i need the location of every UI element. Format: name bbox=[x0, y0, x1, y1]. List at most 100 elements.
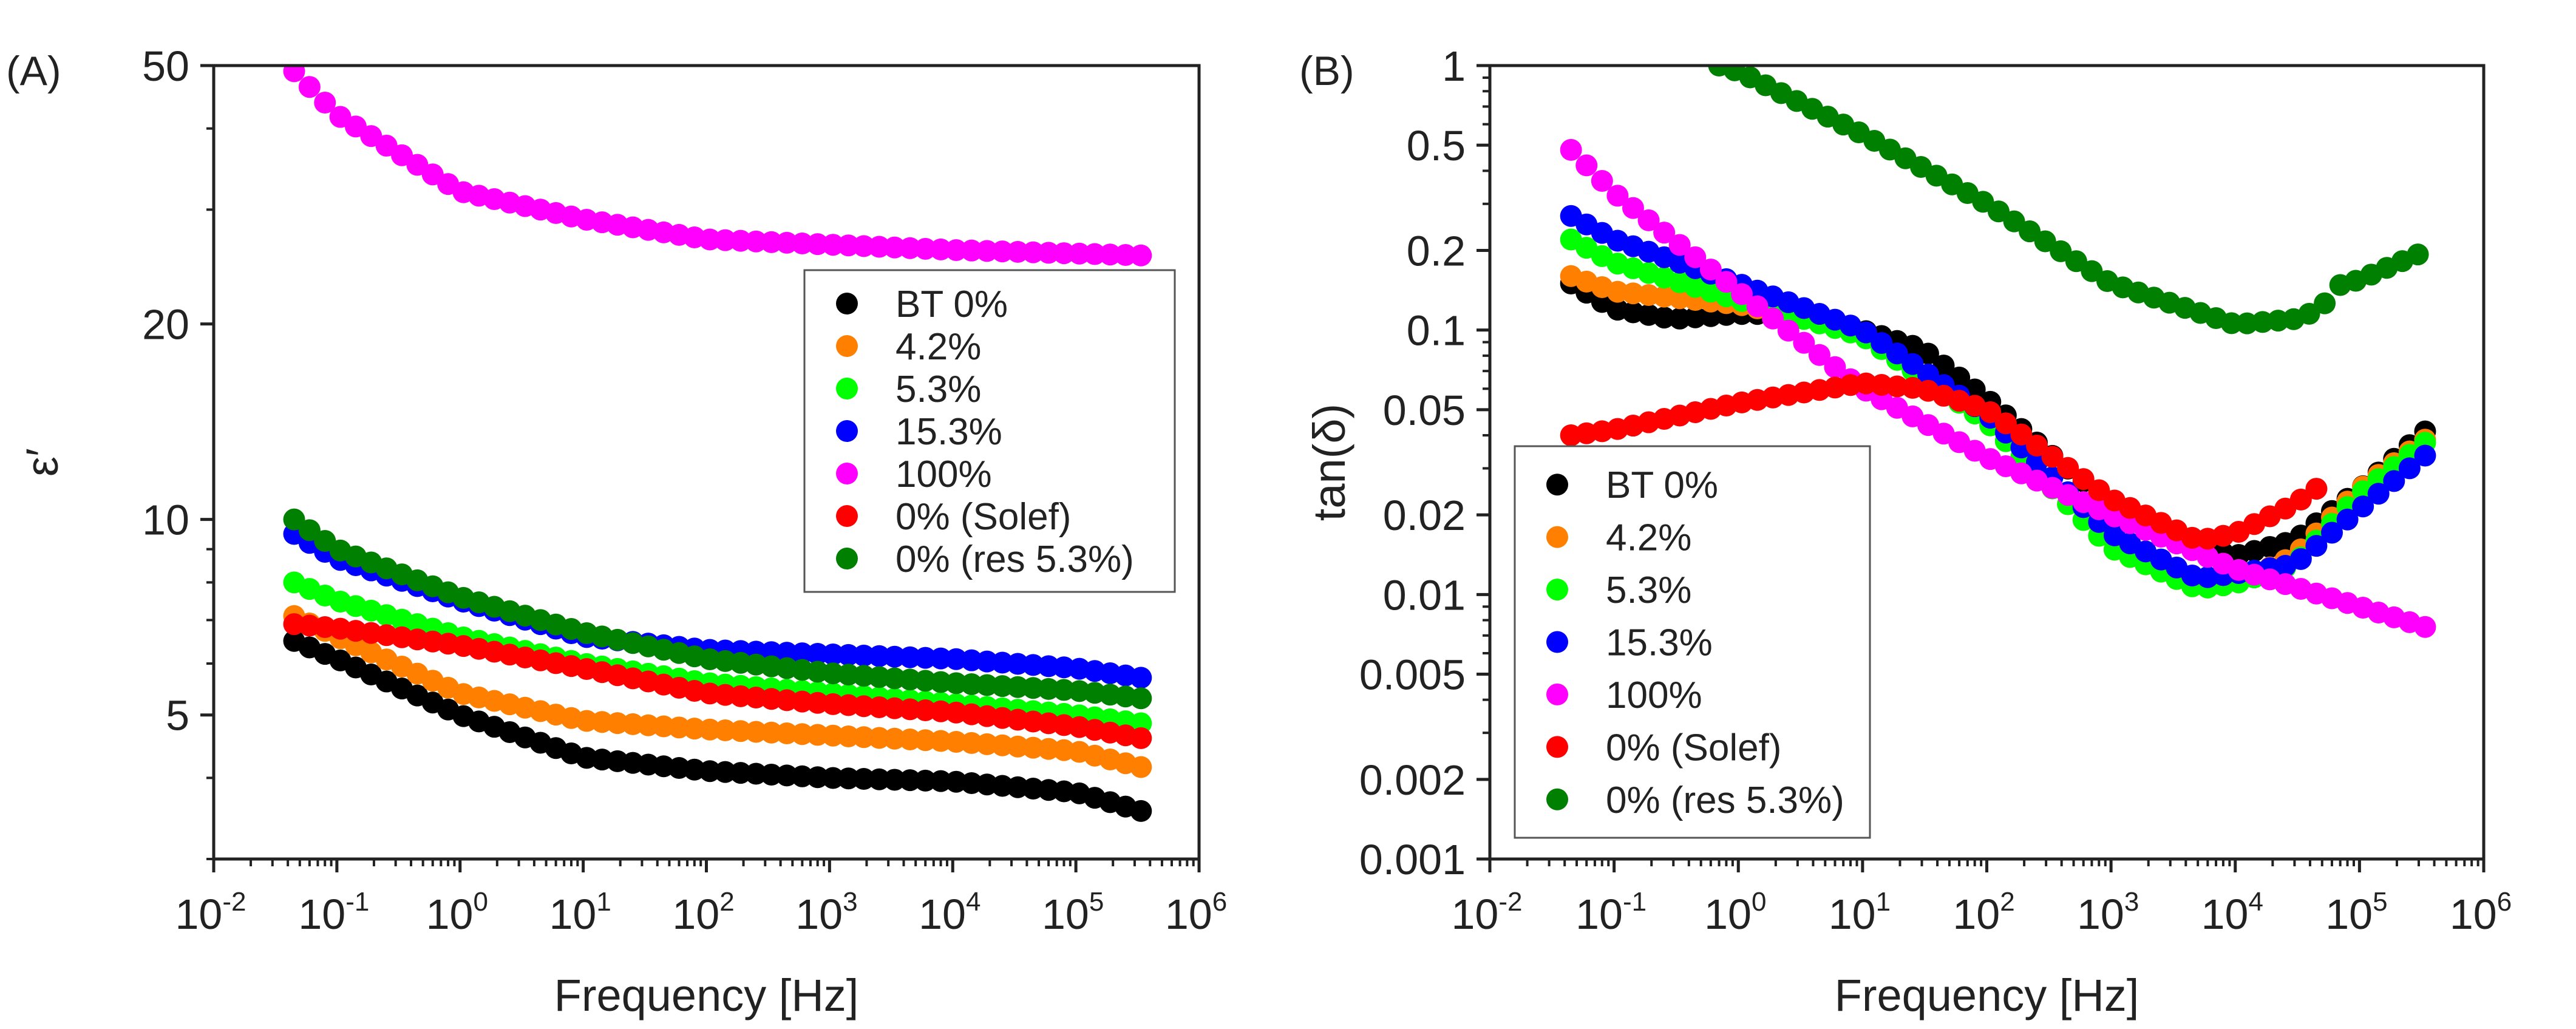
data-point bbox=[806, 233, 829, 256]
data-point bbox=[283, 508, 305, 531]
data-point bbox=[914, 647, 937, 669]
data-point bbox=[1637, 209, 1660, 231]
data-point bbox=[2320, 521, 2343, 544]
data-point bbox=[2298, 302, 2320, 325]
data-point bbox=[2019, 220, 2041, 243]
data-point bbox=[791, 765, 814, 787]
data-point bbox=[729, 720, 752, 742]
data-point bbox=[1022, 241, 1044, 263]
data-point bbox=[2065, 250, 2087, 273]
legend-label: 0% (res 5.3%) bbox=[1606, 779, 1844, 821]
x-tick-label: 10-1 bbox=[298, 887, 369, 938]
data-point bbox=[806, 643, 829, 665]
data-point bbox=[883, 727, 906, 750]
data-point bbox=[1979, 401, 2002, 423]
legend-label: 0% (Solef) bbox=[1606, 727, 1781, 769]
legend-box bbox=[1514, 445, 1871, 839]
y-tick-label: 0.002 bbox=[1359, 756, 1466, 804]
data-point bbox=[2181, 526, 2203, 549]
data-point bbox=[2026, 435, 2048, 457]
y-tick-label: 0.1 bbox=[1407, 307, 1466, 355]
panel-b-loss-tangent-chart: (B) 10-2 10-1 100 101 102 103 104 105 106 1 0.5 0.2… bbox=[1299, 42, 2512, 1021]
data-point bbox=[1130, 244, 1152, 267]
data-point bbox=[1591, 169, 1613, 192]
data-point bbox=[2050, 240, 2072, 262]
data-point bbox=[2220, 312, 2243, 335]
data-point bbox=[760, 763, 783, 786]
legend-marker bbox=[1546, 736, 1568, 758]
data-point bbox=[1068, 242, 1090, 265]
data-point bbox=[745, 230, 767, 253]
data-point bbox=[1053, 242, 1075, 265]
panel-a-permittivity-chart: (A) 10-2 10-1 100 101 102 103 104 105 1065020105… bbox=[6, 42, 1227, 1021]
data-point bbox=[1653, 307, 1676, 329]
x-tick-label: 105 bbox=[1042, 887, 1104, 938]
data-point bbox=[837, 725, 860, 747]
data-point bbox=[1606, 185, 1629, 207]
legend-marker bbox=[836, 463, 858, 484]
data-point bbox=[1917, 342, 1939, 365]
legend-marker bbox=[836, 548, 858, 569]
x-tick-label: 100 bbox=[1704, 887, 1766, 938]
data-point bbox=[852, 767, 875, 790]
legend-marker bbox=[1546, 579, 1568, 601]
data-point bbox=[1824, 356, 1846, 378]
panel-a-label: (A) bbox=[6, 48, 61, 94]
data-point bbox=[2057, 457, 2079, 479]
y-tick-label: 0.05 bbox=[1383, 387, 1466, 434]
data-point bbox=[745, 762, 767, 785]
data-point bbox=[760, 721, 783, 744]
series-6 bbox=[283, 508, 1152, 710]
data-point bbox=[899, 769, 921, 792]
series-6 bbox=[1708, 66, 2429, 335]
data-point bbox=[1130, 727, 1152, 749]
data-point bbox=[729, 229, 752, 252]
legend-label: 5.3% bbox=[1606, 569, 1691, 611]
data-point bbox=[714, 719, 736, 742]
data-point bbox=[899, 728, 921, 751]
data-point bbox=[2414, 616, 2436, 638]
legend-label: BT 0% bbox=[1606, 464, 1718, 506]
y-tick-label: 50 bbox=[142, 42, 189, 90]
y-tick-label: 0.2 bbox=[1407, 228, 1466, 275]
panel-b-label: (B) bbox=[1299, 48, 1354, 94]
legend-label: 4.2% bbox=[1606, 517, 1691, 559]
data-point bbox=[2398, 457, 2421, 480]
x-tick-label: 104 bbox=[2201, 887, 2263, 938]
legend-marker bbox=[836, 293, 858, 314]
x-tick-label: 106 bbox=[1165, 887, 1227, 938]
data-point bbox=[791, 233, 814, 255]
data-point bbox=[1130, 756, 1152, 778]
data-point bbox=[2352, 495, 2374, 518]
data-point bbox=[1886, 342, 1908, 365]
data-point bbox=[1808, 344, 1830, 366]
series-0 bbox=[283, 630, 1152, 822]
data-point bbox=[699, 228, 721, 251]
x-tick-label: 100 bbox=[426, 887, 488, 938]
data-point bbox=[699, 718, 721, 741]
data-point bbox=[2367, 483, 2390, 505]
data-point bbox=[776, 722, 798, 744]
y-tick-label: 10 bbox=[142, 497, 189, 544]
legend-marker bbox=[1546, 683, 1568, 705]
data-point bbox=[298, 519, 321, 542]
data-point bbox=[1699, 259, 1722, 281]
legend-label: 4.2% bbox=[895, 326, 981, 368]
y-tick-label: 0.005 bbox=[1359, 651, 1466, 698]
x-tick-label: 10-2 bbox=[1452, 887, 1523, 938]
data-point bbox=[837, 767, 860, 790]
y-tick-label: 1 bbox=[1442, 42, 1466, 90]
data-point bbox=[1114, 243, 1137, 266]
data-point bbox=[1622, 197, 1644, 219]
data-point bbox=[776, 764, 798, 787]
y-tick-label: 0.01 bbox=[1383, 571, 1466, 619]
legend-label: 15.3% bbox=[1606, 622, 1713, 664]
legend-marker bbox=[836, 420, 858, 442]
data-point bbox=[806, 724, 829, 746]
series-5 bbox=[283, 613, 1152, 749]
data-point bbox=[899, 237, 921, 259]
data-point bbox=[2041, 446, 2064, 468]
data-point bbox=[1777, 319, 1799, 342]
data-point bbox=[822, 767, 845, 789]
data-point bbox=[1855, 321, 1877, 344]
